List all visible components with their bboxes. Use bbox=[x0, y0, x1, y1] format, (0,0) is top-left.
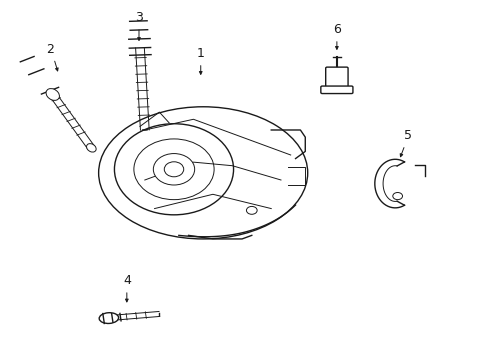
Ellipse shape bbox=[46, 89, 60, 100]
Ellipse shape bbox=[99, 313, 119, 324]
Text: 5: 5 bbox=[403, 129, 411, 142]
Text: 3: 3 bbox=[135, 11, 142, 24]
FancyBboxPatch shape bbox=[325, 67, 347, 89]
Text: 2: 2 bbox=[46, 43, 54, 56]
Text: 4: 4 bbox=[122, 274, 130, 287]
Ellipse shape bbox=[86, 144, 96, 152]
Ellipse shape bbox=[134, 139, 214, 200]
Ellipse shape bbox=[164, 162, 183, 177]
FancyBboxPatch shape bbox=[320, 86, 352, 94]
Ellipse shape bbox=[392, 193, 402, 200]
Ellipse shape bbox=[153, 154, 194, 185]
Ellipse shape bbox=[246, 206, 257, 214]
Text: 1: 1 bbox=[196, 47, 204, 60]
Ellipse shape bbox=[114, 124, 233, 215]
Ellipse shape bbox=[99, 107, 307, 239]
Text: 6: 6 bbox=[332, 23, 340, 36]
